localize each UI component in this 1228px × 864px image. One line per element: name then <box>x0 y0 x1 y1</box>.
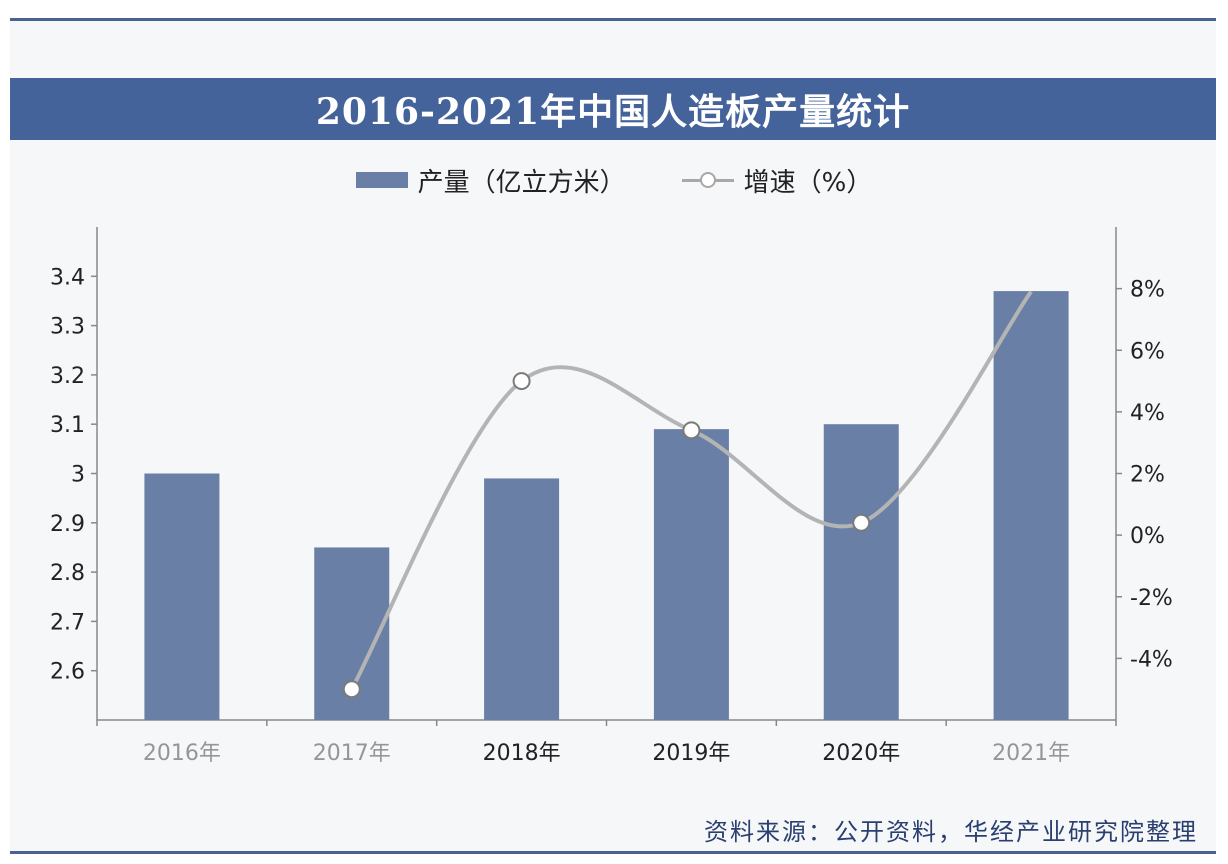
bar <box>144 473 220 720</box>
y-right-tick-label: -2% <box>1130 586 1173 611</box>
x-tick-label: 2019年 <box>652 741 730 766</box>
x-tick-label: 2017年 <box>313 741 391 766</box>
x-tick-label: 2018年 <box>483 741 561 766</box>
y-left-tick-label: 2.7 <box>50 610 85 635</box>
legend-item-bar: 产量（亿立方米） <box>355 162 626 199</box>
growth-point <box>682 421 701 440</box>
legend-label-bar: 产量（亿立方米） <box>417 167 626 198</box>
source-note: 资料来源：公开资料，华经产业研究院整理 <box>704 818 1198 846</box>
bar <box>653 429 729 720</box>
growth-point <box>512 372 531 391</box>
y-right-tick-label: -4% <box>1130 647 1173 672</box>
y-left-tick-label: 3.3 <box>50 315 85 340</box>
legend-item-line: 增速（%） <box>681 162 873 199</box>
y-left-tick-label: 2.8 <box>50 561 85 586</box>
y-left-tick-label: 3.1 <box>50 413 85 438</box>
growth-point <box>342 680 361 699</box>
chart-title: 2016-2021年中国人造板产量统计 <box>315 91 911 133</box>
y-left-tick-label: 3 <box>71 463 85 488</box>
bar <box>823 424 899 720</box>
x-tick-label: 2021年 <box>992 741 1070 766</box>
legend-swatch-line <box>681 172 734 188</box>
bar <box>484 478 560 720</box>
y-right-tick-label: 8% <box>1130 278 1165 303</box>
y-left-tick-label: 2.9 <box>50 512 85 537</box>
x-tick-label: 2020年 <box>822 741 900 766</box>
y-right-tick-label: 4% <box>1130 401 1165 426</box>
legend: 产量（亿立方米） 增速（%） <box>0 160 1228 200</box>
y-right-tick-label: 2% <box>1130 463 1165 488</box>
legend-swatch-bar <box>355 172 408 188</box>
title-bar: 2016-2021年中国人造板产量统计 <box>10 78 1216 140</box>
y-right-tick-label: 6% <box>1130 339 1165 364</box>
bar <box>993 291 1069 720</box>
y-left-tick-label: 3.4 <box>50 265 85 290</box>
legend-label-line: 增速（%） <box>743 167 873 198</box>
y-right-tick-label: 0% <box>1130 524 1165 549</box>
y-left-tick-label: 2.6 <box>50 660 85 685</box>
x-tick-label: 2016年 <box>143 741 221 766</box>
y-left-tick-label: 3.2 <box>50 364 85 389</box>
growth-point <box>852 513 871 532</box>
